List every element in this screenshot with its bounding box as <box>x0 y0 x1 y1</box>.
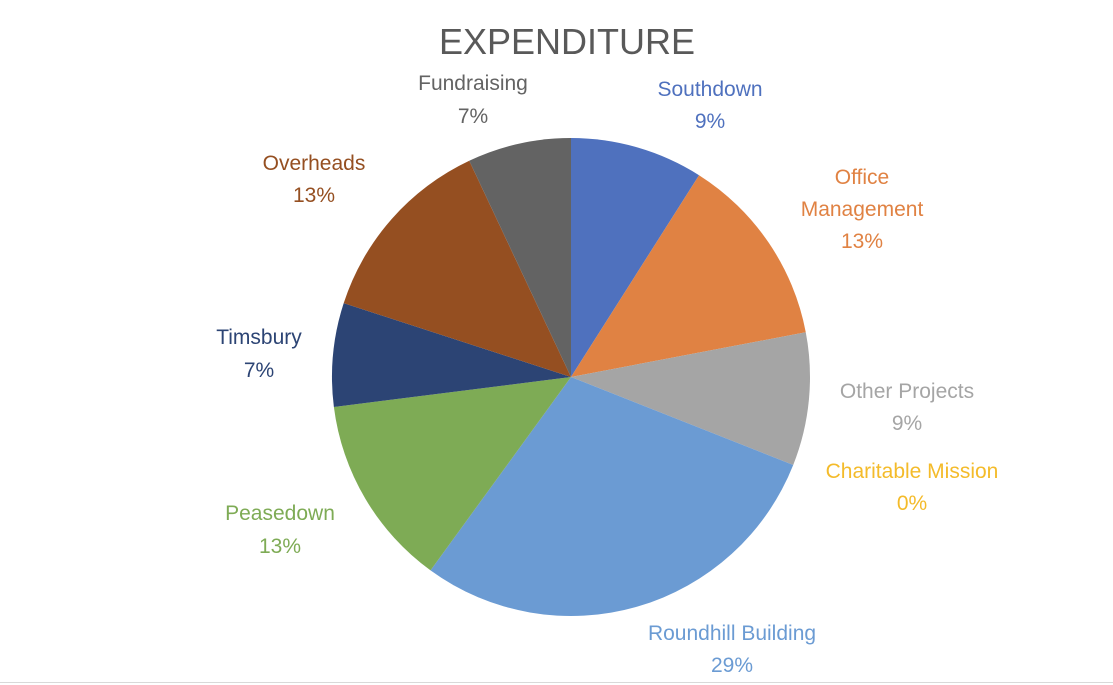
bottom-divider <box>0 682 1113 683</box>
pie-slice-other-projects <box>571 332 810 465</box>
pie-slice-timsbury <box>332 303 571 407</box>
pie-slice-fundraising <box>469 138 571 377</box>
pie-labels: Southdown 9% Office Management 13% Other Proj… <box>216 72 998 677</box>
slice-percent-office-management: 13% <box>841 230 883 253</box>
slice-percent-peasedown: 13% <box>259 535 301 558</box>
slice-percent-overheads: 13% <box>293 184 335 207</box>
slice-label-southdown: Southdown <box>657 78 762 101</box>
pie-slice-overheads <box>343 160 571 377</box>
slice-label-timsbury: Timsbury <box>216 326 302 349</box>
slice-percent-fundraising: 7% <box>458 105 488 128</box>
chart-title: EXPENDITURE <box>439 21 695 62</box>
slice-percent-southdown: 9% <box>695 110 725 133</box>
slice-label-office-management: Office Management <box>801 166 924 221</box>
slice-label-fundraising: Fundraising <box>418 72 528 95</box>
slice-label-charitable-mission: Charitable Mission <box>826 460 999 483</box>
slice-percent-other-projects: 9% <box>892 412 922 435</box>
slice-label-overheads: Overheads <box>263 152 366 175</box>
pie-slice-southdown <box>571 138 700 377</box>
pie-slice-office-management <box>571 175 806 377</box>
pie-slice-roundhill-building <box>430 377 794 616</box>
slice-label-peasedown: Peasedown <box>225 502 335 525</box>
slice-percent-roundhill-building: 29% <box>711 654 753 677</box>
pie-slice-peasedown <box>333 377 571 571</box>
slice-label-other-projects: Other Projects <box>840 380 974 403</box>
slice-percent-charitable-mission: 0% <box>897 492 927 515</box>
slice-label-roundhill-building: Roundhill Building <box>648 622 816 645</box>
pie-slices <box>332 138 810 616</box>
slice-percent-timsbury: 7% <box>244 359 274 382</box>
